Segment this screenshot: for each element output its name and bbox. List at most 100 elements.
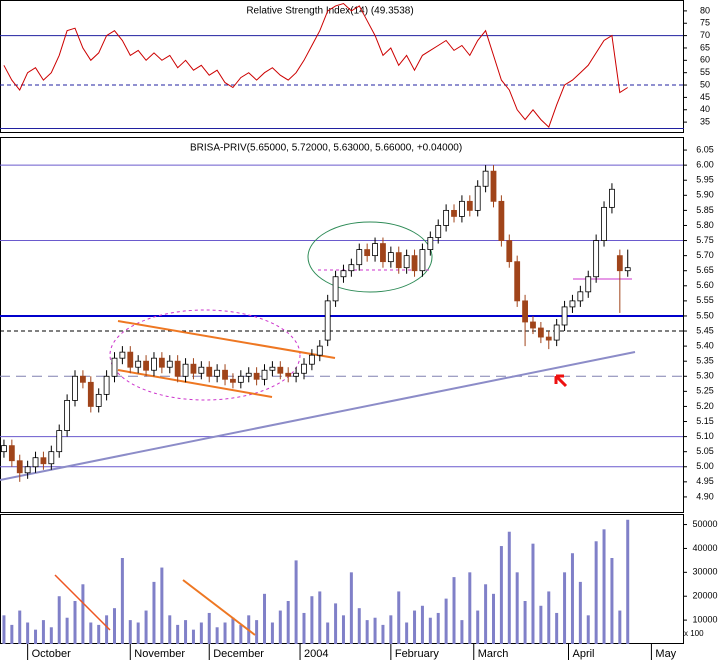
candle-body xyxy=(435,225,442,238)
volume-bar xyxy=(515,572,519,644)
candle-body xyxy=(253,372,260,380)
volume-bar xyxy=(626,519,630,644)
candle-body xyxy=(403,255,410,269)
y-tick-label: 50000 xyxy=(692,519,717,529)
volume-bar xyxy=(405,622,409,644)
candle-body xyxy=(80,375,86,383)
volume-bar xyxy=(578,581,582,644)
candle-body xyxy=(261,369,268,380)
volume-bar xyxy=(270,622,274,644)
y-tick-label: 5.45 xyxy=(696,325,714,335)
y-tick-label: 75 xyxy=(700,18,710,28)
volume-bar xyxy=(349,572,353,644)
volume-bar xyxy=(365,620,369,644)
volume-bar xyxy=(199,622,203,644)
volume-bar xyxy=(460,620,464,644)
volume-bar xyxy=(428,617,432,644)
y-tick-label: 45 xyxy=(700,92,710,102)
volume-bar xyxy=(334,603,338,644)
y-tick-label: 5.15 xyxy=(696,416,714,426)
channel-bottom xyxy=(117,369,273,398)
candle-body xyxy=(143,360,149,371)
candle-body xyxy=(103,375,110,395)
volume-bar xyxy=(539,605,543,644)
y-tick-label: 30000 xyxy=(692,567,717,577)
candle-body xyxy=(340,270,347,278)
candle-body xyxy=(387,252,394,263)
candle-body xyxy=(514,261,521,302)
volume-bar xyxy=(18,610,22,644)
candle-body xyxy=(8,445,15,462)
y-tick-label: 5.80 xyxy=(696,220,714,230)
x-tick-label: December xyxy=(213,648,264,660)
candle-body xyxy=(498,200,505,241)
arrow xyxy=(554,374,568,388)
y-tick-label: 5.60 xyxy=(696,280,714,290)
candle-body xyxy=(190,363,197,374)
price-frame xyxy=(0,137,684,513)
candle-body xyxy=(64,400,71,431)
volume-bar xyxy=(255,620,259,644)
volume-bar xyxy=(41,620,45,644)
x-tick-label: February xyxy=(395,648,440,660)
candle-body xyxy=(427,237,434,250)
volume-bar xyxy=(310,596,314,644)
candle-body xyxy=(277,366,284,374)
candle-body xyxy=(364,249,371,257)
candle-body xyxy=(111,357,118,377)
candle-body xyxy=(1,445,7,453)
volume-bar xyxy=(73,601,77,644)
volume-bar xyxy=(120,558,124,644)
volume-bar xyxy=(341,615,345,644)
candle-body xyxy=(577,291,584,302)
y-tick-label: 5.85 xyxy=(696,205,714,215)
volume-bar xyxy=(555,612,559,644)
volume-bar xyxy=(547,591,551,644)
candle-body xyxy=(214,369,221,377)
volume-bar xyxy=(357,608,361,644)
x-tick-label: 2004 xyxy=(304,648,328,660)
candle-body xyxy=(348,264,355,272)
candle-body xyxy=(466,200,473,211)
y-tick-label: 4.90 xyxy=(696,491,714,501)
candle-body xyxy=(158,357,165,368)
candle-body xyxy=(237,375,244,383)
rsi-title: Relative Strength Index(14) (49.3538) xyxy=(246,6,413,17)
candle-body xyxy=(451,209,457,217)
candle-body xyxy=(482,170,489,187)
candle-body xyxy=(166,360,173,368)
support-trendline xyxy=(0,351,636,481)
volume-trendline xyxy=(54,574,111,631)
candle-body xyxy=(569,300,576,308)
volume-bar xyxy=(168,615,172,644)
volume-bar xyxy=(176,624,180,644)
volume-bar xyxy=(231,617,235,644)
y-tick-label: 5.00 xyxy=(696,461,714,471)
volume-bar xyxy=(263,593,267,644)
volume-bar xyxy=(34,629,38,644)
volume-bar xyxy=(326,622,330,644)
volume-bar xyxy=(381,624,385,644)
volume-bar xyxy=(523,601,527,644)
volume-bar xyxy=(105,615,109,644)
rsi-line xyxy=(3,2,628,128)
candle-body xyxy=(206,366,213,377)
volume-bar xyxy=(286,601,290,644)
y-tick-label: 5.25 xyxy=(696,386,714,396)
volume-bar xyxy=(136,622,140,644)
volume-bar xyxy=(223,622,227,644)
volume-bar xyxy=(618,610,622,644)
y-tick-label: 5.05 xyxy=(696,446,714,456)
volume-bar xyxy=(81,584,85,644)
volume-bar xyxy=(144,610,148,644)
y-tick-label: 65 xyxy=(700,42,710,52)
volume-bar xyxy=(476,610,480,644)
candle-body xyxy=(316,345,323,356)
y-tick-label: 70 xyxy=(700,30,710,40)
candle-body xyxy=(32,457,39,468)
volume-bar xyxy=(65,617,69,644)
y-tick-label: 5.40 xyxy=(696,340,714,350)
volume-bar xyxy=(97,624,101,644)
candle-body xyxy=(245,372,252,377)
